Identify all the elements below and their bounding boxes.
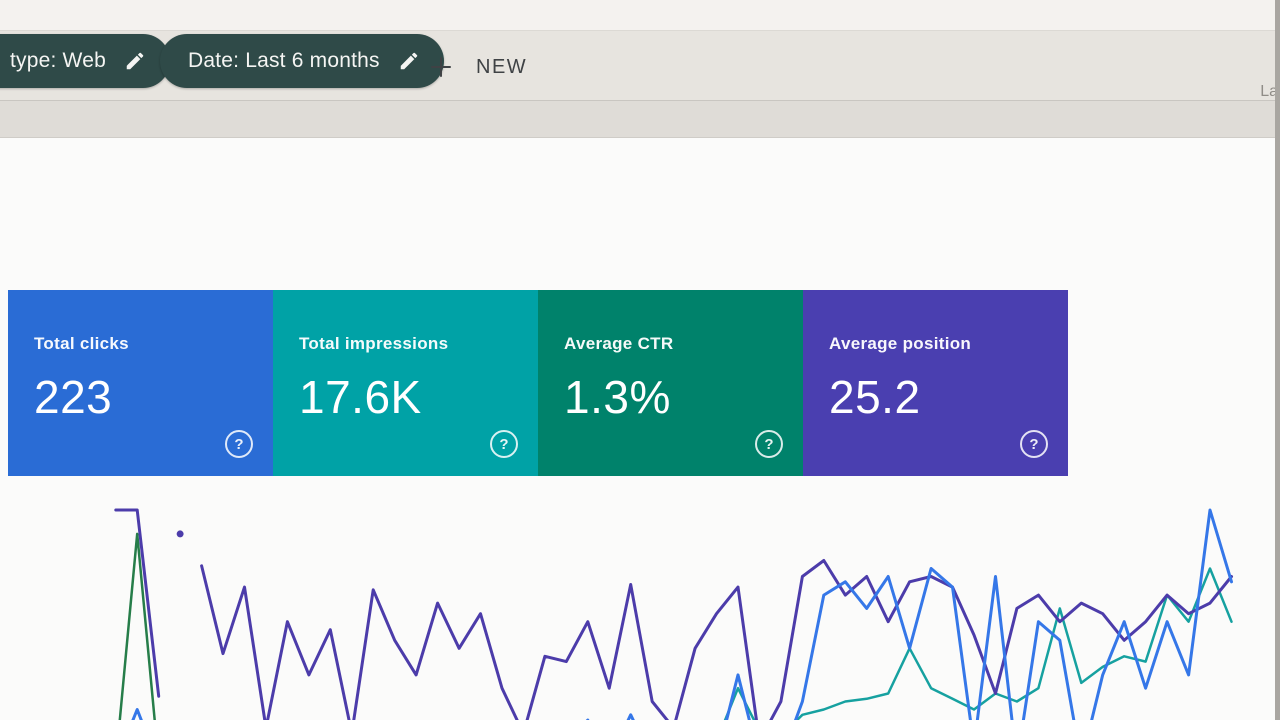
metric-card-total-impressions[interactable]: Total impressions 17.6K ? [273,290,538,476]
edit-pencil-icon[interactable] [124,50,146,72]
metric-title: Average CTR [564,334,674,353]
chart-canvas[interactable] [75,494,1280,720]
series-line-total-impressions [723,567,1233,720]
metric-card-average-ctr[interactable]: Average CTR 1.3% ? [538,290,803,476]
new-button-label: NEW [476,55,528,78]
filter-chip-label: Date: Last 6 months [188,49,380,72]
metric-title: Average position [829,334,972,353]
new-filter-button[interactable]: NEW [428,47,527,87]
filter-bar: type: Web Date: Last 6 months NEW La [0,31,1280,101]
metric-value: 1.3% [564,371,671,423]
filter-chip-date[interactable]: Date: Last 6 months [160,34,444,88]
metric-value: 17.6K [299,371,422,423]
edit-pencil-icon[interactable] [398,50,420,72]
plus-icon [428,54,454,80]
series-line-average-position [200,559,1233,720]
metric-title: Total impressions [299,334,449,353]
metric-cards-row: Total clicks 223 ? Total impressions 17.… [8,290,1068,476]
page-sub-header [0,101,1280,138]
metric-value: 223 [34,371,113,423]
performance-panel: Total clicks 223 ? Total impressions 17.… [0,138,1280,720]
metric-value: 25.2 [829,371,921,423]
series-line-total-clicks [131,508,1233,720]
performance-chart[interactable] [75,494,1280,720]
metric-title: Total clicks [34,334,129,353]
help-icon[interactable]: ? [755,430,783,458]
help-icon[interactable]: ? [490,430,518,458]
help-icon[interactable]: ? [225,430,253,458]
help-icon[interactable]: ? [1020,430,1048,458]
browser-top-strip [0,0,1280,31]
last-updated-truncated-text: La [1260,83,1278,100]
filter-chip-label: type: Web [10,49,106,72]
metric-card-total-clicks[interactable]: Total clicks 223 ? [8,290,273,476]
series-line-average-position [114,508,161,698]
screen-right-edge [1275,0,1280,720]
filter-chip-search-type[interactable]: type: Web [0,34,170,88]
metric-card-average-position[interactable]: Average position 25.2 ? [803,290,1068,476]
series-dot-average-position [176,530,184,538]
